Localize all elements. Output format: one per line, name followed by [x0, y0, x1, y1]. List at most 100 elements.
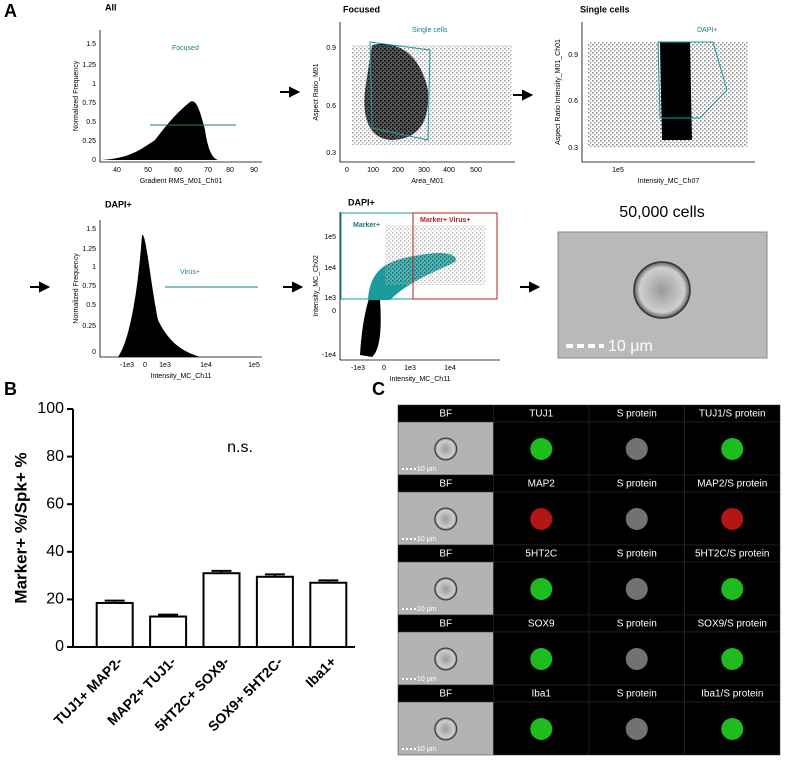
y-tick-label: 1: [92, 81, 96, 88]
x-tick-label: 1e4: [200, 362, 212, 369]
y-tick-label: 0.25: [82, 323, 96, 330]
channel-label: S protein: [617, 409, 657, 420]
gate-label: DAPI+: [697, 27, 717, 34]
channel-label: 5HT2C: [525, 549, 557, 560]
y-tick-label: 0.75: [82, 100, 96, 107]
cell: [721, 508, 744, 530]
channel-label: S protein: [617, 689, 657, 700]
y-tick-label: 0.9: [568, 52, 578, 59]
x-tick-label: 50: [144, 167, 152, 174]
x-axis-label: Intensity_MC_Ch11: [390, 376, 451, 383]
cell: [530, 718, 553, 740]
scale-bar-label: 10 μm: [417, 536, 437, 543]
scale-bar-label: 10 μm: [417, 676, 437, 683]
density: [102, 42, 748, 357]
x-tick-label: -1e3: [351, 365, 365, 372]
y-axis-label: Normalized Frequency: [73, 60, 80, 131]
panel-label: A: [4, 1, 17, 21]
channel-label: 5HT2C/S protein: [695, 549, 769, 560]
y-tick-label: 0.6: [326, 103, 336, 110]
channel-label: S protein: [617, 479, 657, 490]
x-tick-label: 100: [367, 167, 379, 174]
error-bar: [264, 573, 285, 577]
y-tick-label: 0.5: [86, 302, 96, 309]
channel-label: Iba1: [532, 689, 552, 700]
x-tick-label: Iba1+: [302, 653, 339, 690]
plot-title: Single cells: [580, 4, 630, 14]
plot-title: Focused: [343, 4, 380, 14]
y-tick-label: 0: [92, 157, 96, 164]
panel-label: B: [4, 379, 17, 399]
y-tick-label: 1.5: [86, 226, 96, 233]
cell: [530, 578, 553, 600]
x-tick-label: 70: [204, 167, 212, 174]
y-tick-label: 0: [55, 638, 64, 655]
gate: [657, 41, 728, 119]
channel-label: BF: [439, 479, 452, 490]
cell: [721, 648, 744, 670]
channel-label: MAP2/S protein: [697, 479, 767, 490]
cell: [530, 508, 553, 530]
cell: [625, 438, 648, 460]
y-axis-label: Normalized Frequency: [73, 253, 80, 324]
error-bar: [211, 569, 232, 574]
gate-label: Marker+ Virus+: [420, 217, 470, 224]
bar: [149, 615, 188, 649]
x-tick-label: 60: [174, 167, 182, 174]
channel-label: TUJ1: [529, 409, 553, 420]
plot-title: All: [105, 2, 117, 12]
x-tick-label: 0: [143, 362, 147, 369]
gate-label: Marker+: [353, 222, 380, 229]
error-bar: [104, 599, 125, 603]
y-tick-label: 0.3: [568, 145, 578, 152]
axis: [581, 22, 755, 163]
gate: [412, 212, 498, 300]
cell: [721, 578, 744, 600]
x-axis-label: Area_M01: [411, 178, 443, 185]
axis: [99, 30, 262, 163]
cell: [625, 578, 648, 600]
y-axis-label: Aspect Ratio_M01: [313, 63, 320, 120]
bar: [95, 601, 134, 648]
x-tick-label: 500: [470, 167, 482, 174]
error-bar: [158, 613, 179, 617]
x-tick-label: 0: [382, 365, 386, 372]
cell: [434, 577, 458, 601]
x-tick-label: 1e5: [612, 167, 624, 174]
gate-label: Virus+: [180, 269, 200, 276]
x-tick-label: 1e3: [404, 365, 416, 372]
scale-bar-label: 10 μm: [417, 746, 437, 753]
microscopy-image: [557, 231, 768, 359]
cell: [721, 438, 744, 460]
cell: [530, 438, 553, 460]
x-axis-label: Intensity_MC_Ch11: [151, 373, 212, 380]
panel-label: C: [372, 379, 385, 399]
cell: [721, 718, 744, 740]
channel-label: S protein: [617, 619, 657, 630]
plot-title: DAPI+: [348, 197, 375, 207]
scale-bar-label: 10 μm: [417, 606, 437, 613]
x-tick-label: 1e4: [444, 365, 456, 372]
cell: [434, 717, 458, 741]
x-tick-label: 1e5: [248, 362, 260, 369]
y-tick-label: 1e3: [324, 295, 336, 302]
channel-label: BF: [439, 619, 452, 630]
x-tick-label: -1e3: [120, 362, 134, 369]
cell: [434, 647, 458, 671]
y-tick-label: 1e4: [324, 265, 336, 272]
y-tick-label: 20: [46, 591, 64, 608]
x-tick-label: 200: [392, 167, 404, 174]
bar: [202, 572, 241, 648]
x-tick-label: 400: [443, 167, 455, 174]
y-tick-label: 0: [92, 349, 96, 356]
plot-title: DAPI+: [105, 199, 132, 209]
axis: [99, 220, 262, 358]
cell: [434, 437, 458, 461]
error-bar: [318, 579, 339, 583]
y-tick-label: 1.25: [82, 62, 96, 69]
channel-label: SOX9: [528, 619, 555, 630]
scale-bar-label: 10 μm: [608, 338, 653, 355]
y-tick-label: 0.5: [86, 119, 96, 126]
y-tick-label: 1: [92, 264, 96, 271]
channel-label: BF: [439, 689, 452, 700]
